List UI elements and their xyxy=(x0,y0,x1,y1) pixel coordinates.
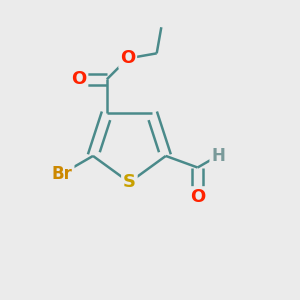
Text: H: H xyxy=(211,147,225,165)
Text: Br: Br xyxy=(52,165,73,183)
Text: O: O xyxy=(190,188,205,206)
Text: O: O xyxy=(71,70,86,88)
Text: O: O xyxy=(120,50,135,68)
Text: S: S xyxy=(123,173,136,191)
